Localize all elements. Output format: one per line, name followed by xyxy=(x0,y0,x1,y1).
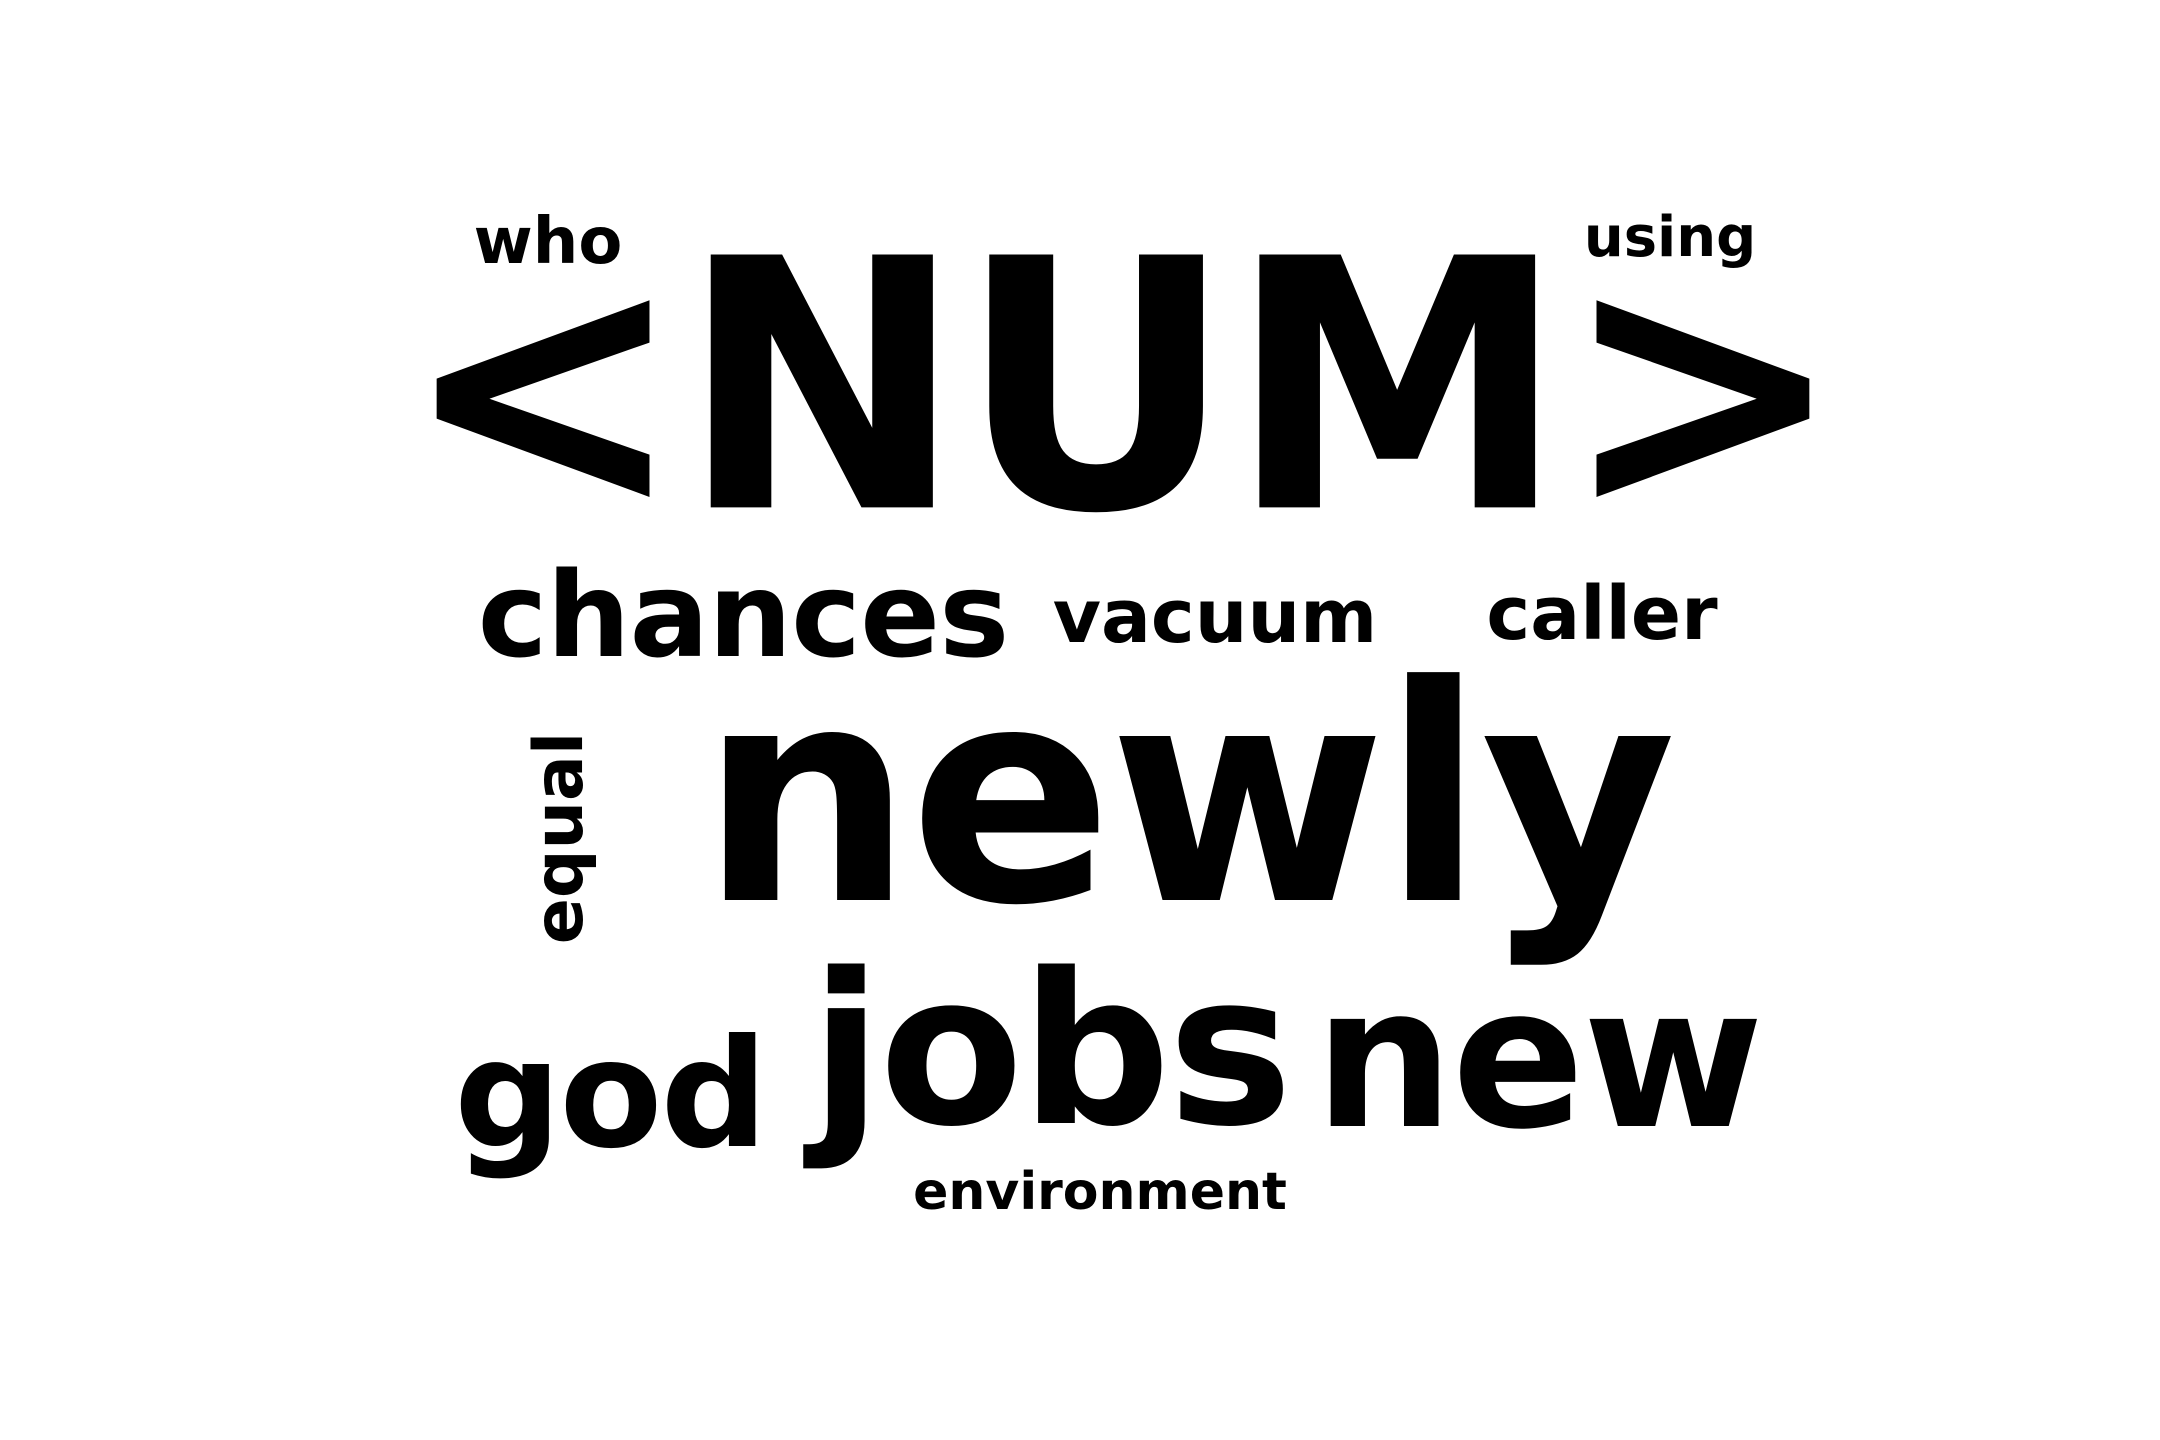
word-jobs: jobs xyxy=(810,928,1293,1173)
word-equal: equal xyxy=(520,731,599,945)
word-num: <NUM> xyxy=(400,186,1846,590)
word-god: god xyxy=(454,1008,768,1182)
word-environment: environment xyxy=(913,1162,1287,1222)
word-vacuum: vacuum xyxy=(1052,574,1378,660)
word-chances: chances xyxy=(477,546,1010,684)
word-caller: caller xyxy=(1486,571,1718,657)
word-newly: newly xyxy=(699,622,1677,971)
word-who: who xyxy=(473,205,623,279)
word-new: new xyxy=(1314,945,1764,1173)
word-using: using xyxy=(1583,205,1757,270)
